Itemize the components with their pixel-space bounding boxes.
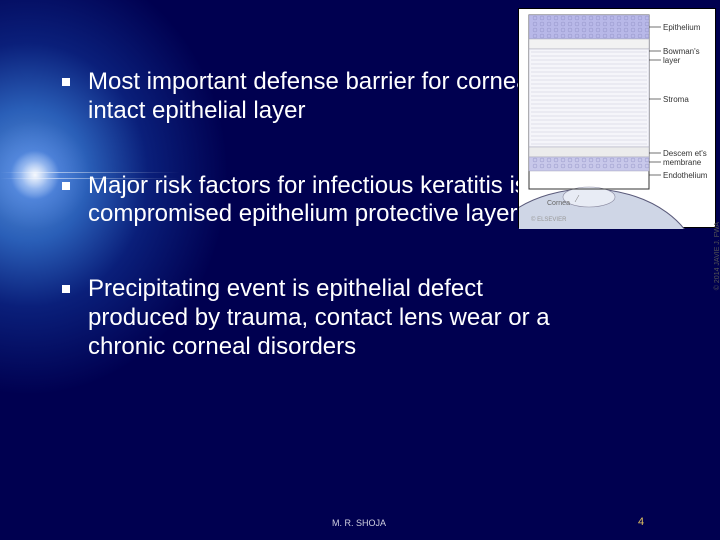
diagram-label: Epithelium (663, 23, 701, 32)
bullet-text: Precipitating event is epithelial defect… (88, 275, 582, 361)
diagram-label: Descem et's (663, 149, 707, 158)
content-area: Most important defense barrier for corne… (62, 68, 582, 362)
page-number: 4 (638, 516, 644, 528)
bullet-marker (62, 78, 70, 86)
diagram-label: Endothelium (663, 171, 708, 180)
bullet-text: Major risk factors for infectious kerati… (88, 172, 582, 230)
diagram-label: layer (663, 56, 681, 65)
footer-author: M. R. SHOJA (332, 518, 386, 528)
diagram-side-caption: © 2014 JAVIE J. FWA (714, 222, 720, 290)
svg-text:© ELSEVIER: © ELSEVIER (531, 216, 567, 223)
diagram-label: Bowman's (663, 47, 700, 56)
diagram-label: membrane (663, 158, 702, 167)
bullet-item: Precipitating event is epithelial defect… (62, 275, 582, 361)
bullet-marker (62, 285, 70, 293)
slide: Most important defense barrier for corne… (0, 0, 720, 540)
bullet-item: Most important defense barrier for corne… (62, 68, 582, 126)
diagram-label: Stroma (663, 95, 689, 104)
cornea-layers-diagram: Epithelium Bowman'slayer Stroma Descem et's… (518, 8, 716, 228)
svg-text:Cornea: Cornea (547, 200, 570, 207)
bullet-text: Most important defense barrier for corne… (88, 68, 582, 126)
bullet-marker (62, 182, 70, 190)
diagram-svg: Epithelium Bowman'slayer Stroma Descem et's… (519, 9, 717, 229)
bullet-item: Major risk factors for infectious kerati… (62, 172, 582, 230)
